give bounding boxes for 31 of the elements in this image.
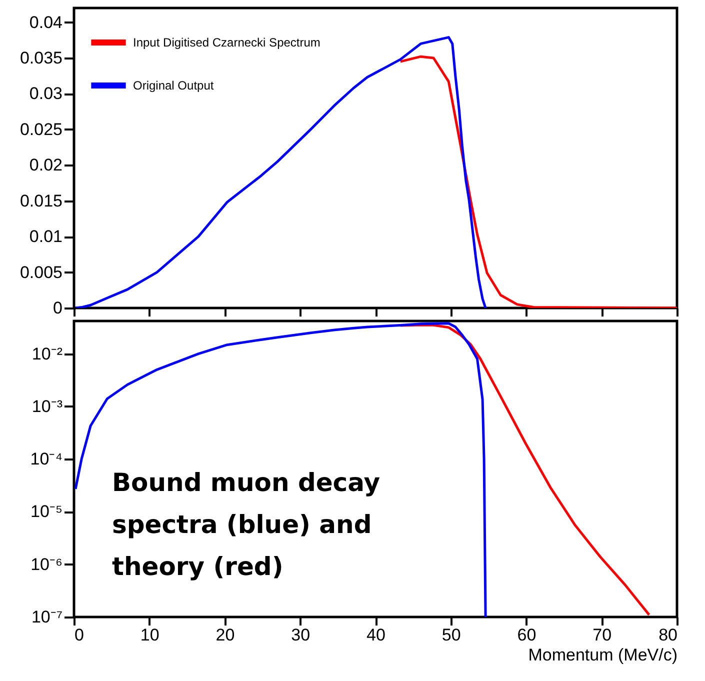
line-series — [74, 36, 487, 308]
x-tick-label: 50 — [442, 626, 461, 644]
x-tick-label: 40 — [366, 626, 386, 644]
y-tick-label: 0.015 — [20, 191, 62, 210]
x-tick-label: 70 — [592, 626, 612, 644]
x-tick-label: 0 — [74, 626, 84, 644]
x-tick-label: 60 — [517, 626, 536, 644]
y-tick-label: 0.025 — [20, 120, 62, 139]
y-tick-label: 10⁻⁶ — [30, 554, 62, 574]
x-axis-title: Momentum (MeV/c) — [528, 646, 678, 664]
y-tick-label: 0.04 — [29, 12, 62, 32]
y-tick-label: 0.005 — [20, 262, 62, 282]
y-tick-label: 0 — [53, 298, 62, 318]
y-tick-label: 0.02 — [29, 156, 62, 175]
x-tick-label: 30 — [291, 626, 310, 644]
y-tick-label: 0.03 — [29, 84, 62, 104]
y-tick-label: 10⁻² — [32, 344, 63, 364]
y-tick-label: 10⁻⁴ — [30, 450, 62, 469]
y-tick-label: 10⁻⁷ — [31, 608, 62, 626]
legend-label: Original Output — [133, 78, 214, 92]
annotation: Bound muon decay spectra (blue) and theory (red) — [112, 468, 380, 581]
x-tick-label: 20 — [216, 626, 235, 644]
y-tick-label: 10⁻³ — [32, 396, 63, 416]
y-tick-label: 10⁻⁵ — [30, 502, 62, 522]
y-tick-label: 0.035 — [20, 48, 62, 68]
line-series — [399, 55, 677, 308]
legend-label: Input Digitised Czarnecki Spectrum — [133, 36, 320, 50]
y-tick-label: 0.01 — [29, 227, 62, 246]
x-tick-label: 80 — [658, 626, 678, 644]
line-series — [74, 322, 487, 617]
x-tick-label: 10 — [140, 626, 160, 644]
